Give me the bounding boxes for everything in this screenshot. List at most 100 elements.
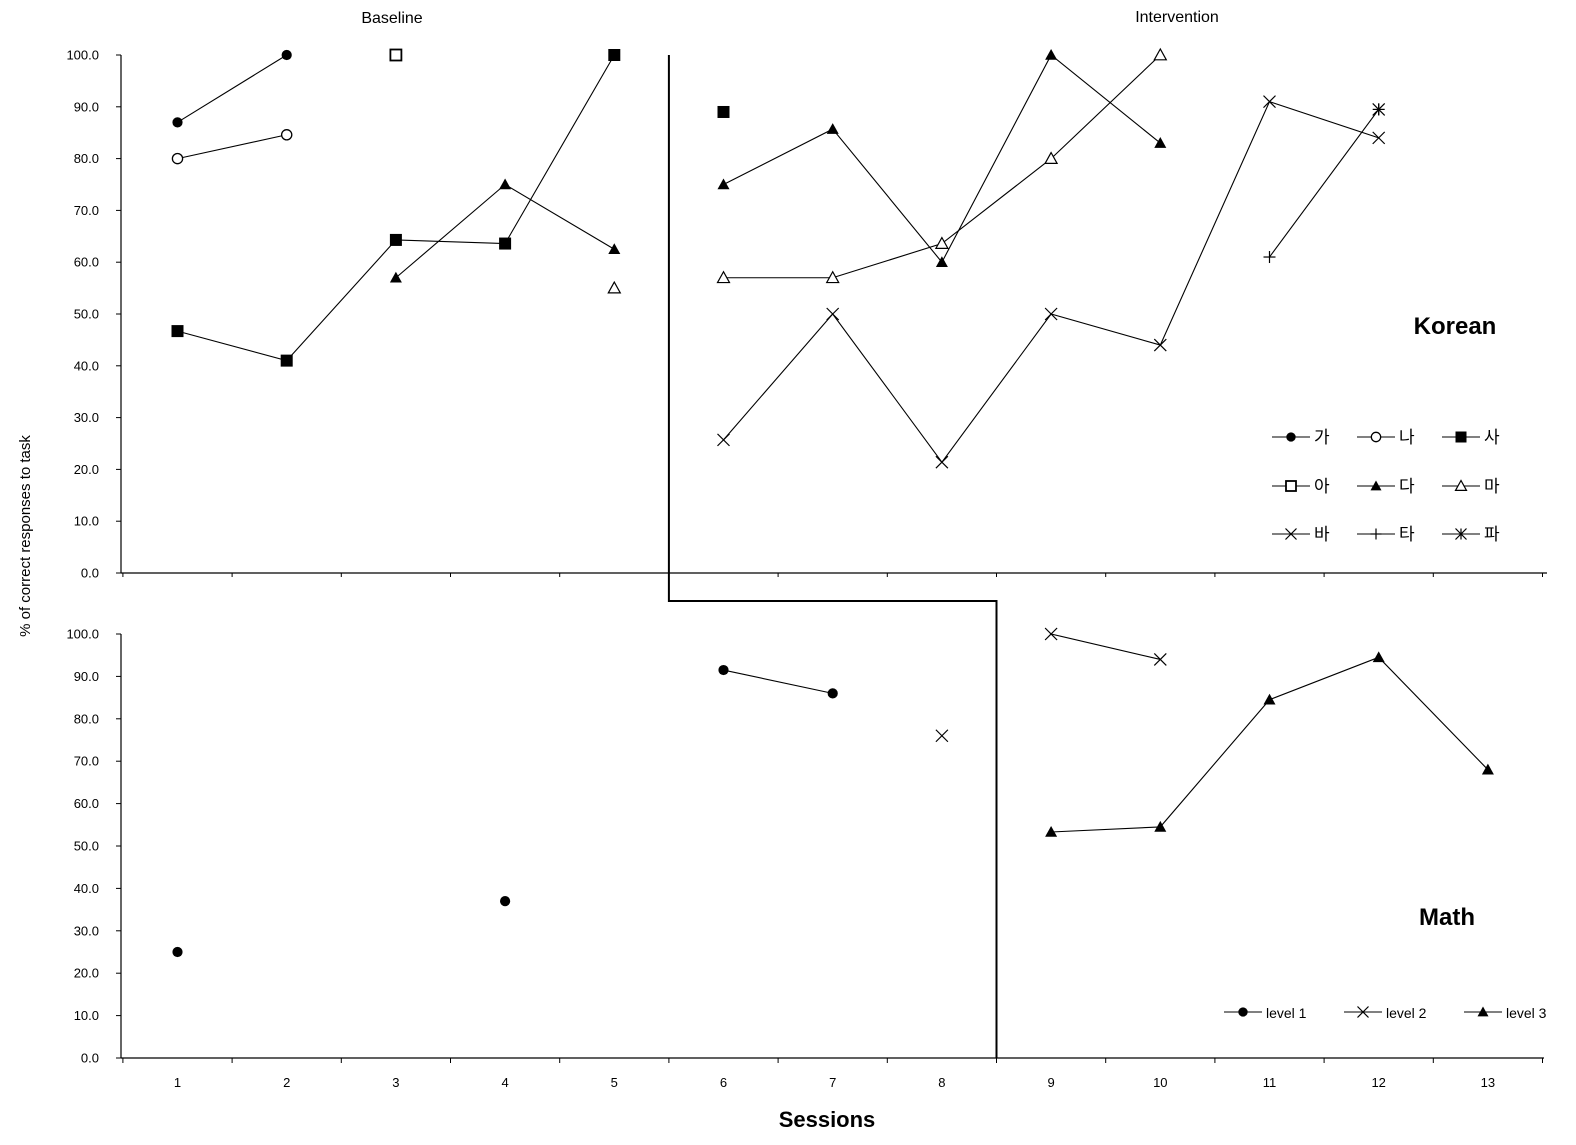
x-tick-label: 5	[611, 1075, 618, 1090]
data-point	[172, 117, 183, 128]
legend-item: level 3	[1464, 1005, 1547, 1021]
data-point	[1455, 528, 1467, 540]
x-tick-label: 13	[1481, 1075, 1495, 1090]
phase-label-intervention: Intervention	[1135, 9, 1219, 26]
panel-name-math: Math	[1419, 904, 1475, 931]
data-point	[935, 256, 948, 267]
data-point	[607, 280, 622, 294]
data-point	[1370, 528, 1382, 540]
series-group	[171, 47, 1494, 958]
legend-label: 바	[1314, 525, 1330, 544]
data-point	[1286, 432, 1296, 442]
data-point	[1263, 95, 1276, 109]
data-point	[608, 49, 621, 61]
x-tick-label: 3	[392, 1075, 399, 1090]
y-tick-label-korean: 20.0	[74, 462, 99, 477]
y-tick-label-math: 40.0	[74, 881, 99, 896]
y-tick-label-math: 0.0	[81, 1051, 99, 1066]
legend-label: 사	[1484, 428, 1500, 447]
data-point	[1153, 338, 1167, 352]
series-바	[717, 95, 1386, 469]
series-line	[177, 54, 615, 362]
y-tick-label-math: 70.0	[74, 754, 99, 769]
y-tick-label-korean: 70.0	[74, 203, 99, 218]
series-line	[723, 54, 1161, 264]
legend-item: level 1	[1224, 1005, 1307, 1021]
legend-label: 타	[1399, 525, 1415, 544]
legend-item: 마	[1442, 477, 1500, 496]
data-point	[717, 178, 730, 190]
y-tick-label-korean: 30.0	[74, 410, 99, 425]
legend-label: level 1	[1266, 1005, 1307, 1021]
data-point	[1372, 651, 1385, 663]
legend-label: 아	[1314, 477, 1330, 496]
series-파	[1372, 102, 1386, 116]
y-tick-label-korean: 60.0	[74, 255, 99, 270]
legend-group: 가 나 사아 다 마바 타 파 level 1 level 2 level 3	[1224, 428, 1547, 1021]
tick-group: 0.010.020.030.040.050.060.070.080.090.01…	[66, 48, 1543, 1090]
legend-item: 사	[1442, 428, 1500, 447]
data-point	[718, 664, 729, 676]
data-point	[500, 896, 511, 907]
legend-item: 바	[1272, 525, 1330, 544]
series-line	[177, 134, 287, 160]
data-point	[935, 455, 949, 469]
series-line	[395, 183, 615, 279]
y-tick-label-math: 100.0	[66, 627, 99, 642]
data-point	[1454, 479, 1468, 491]
y-tick-label-korean: 0.0	[81, 566, 99, 581]
legend-item: level 2	[1344, 1005, 1427, 1021]
x-tick-label: 2	[283, 1075, 290, 1090]
data-point	[826, 307, 840, 321]
data-point	[171, 152, 184, 165]
x-tick-label: 6	[720, 1075, 727, 1090]
series-타	[1263, 103, 1385, 264]
legend-item: 파	[1442, 525, 1500, 544]
data-point	[825, 270, 840, 284]
data-point	[1285, 480, 1297, 492]
series-level 3	[1045, 651, 1494, 837]
data-point	[1153, 653, 1167, 666]
series-level 2	[935, 627, 1167, 743]
data-point	[1370, 431, 1382, 443]
legend-label: 다	[1399, 477, 1415, 496]
y-tick-label-korean: 50.0	[74, 307, 99, 322]
legend-item: 아	[1272, 477, 1330, 496]
series-다	[389, 49, 1167, 283]
data-point	[716, 270, 731, 284]
data-point	[1153, 47, 1168, 61]
legend-label: 가	[1314, 428, 1330, 447]
series-사	[171, 49, 730, 367]
data-point	[1044, 627, 1058, 641]
data-point	[1154, 137, 1167, 148]
data-point	[499, 237, 512, 250]
legend-label: 파	[1484, 525, 1500, 544]
y-tick-label-math: 50.0	[74, 839, 99, 854]
series-line	[177, 54, 287, 123]
x-tick-label: 8	[938, 1075, 945, 1090]
data-point	[280, 129, 293, 141]
y-axis-label: % of correct responses to task	[17, 435, 34, 637]
y-tick-label-korean: 80.0	[74, 151, 99, 166]
data-point	[717, 433, 730, 447]
data-point	[1372, 102, 1386, 116]
series-나	[171, 129, 293, 165]
axes-group	[120, 55, 1547, 1059]
y-tick-label-math: 80.0	[74, 711, 99, 726]
data-point	[1263, 693, 1276, 705]
series-line	[1051, 656, 1489, 833]
data-point	[389, 48, 403, 62]
series-line	[1050, 633, 1161, 660]
data-point	[171, 325, 184, 338]
legend-item: 다	[1357, 477, 1415, 496]
y-tick-label-math: 20.0	[74, 966, 99, 981]
y-tick-label-math: 10.0	[74, 1008, 99, 1023]
data-point	[1044, 307, 1058, 321]
x-tick-label: 1	[174, 1075, 181, 1090]
data-point	[1370, 480, 1382, 491]
data-point	[1263, 251, 1276, 264]
panel-name-korean: Korean	[1414, 313, 1497, 340]
phase-change-line	[667, 55, 998, 1058]
data-point	[1044, 151, 1059, 164]
